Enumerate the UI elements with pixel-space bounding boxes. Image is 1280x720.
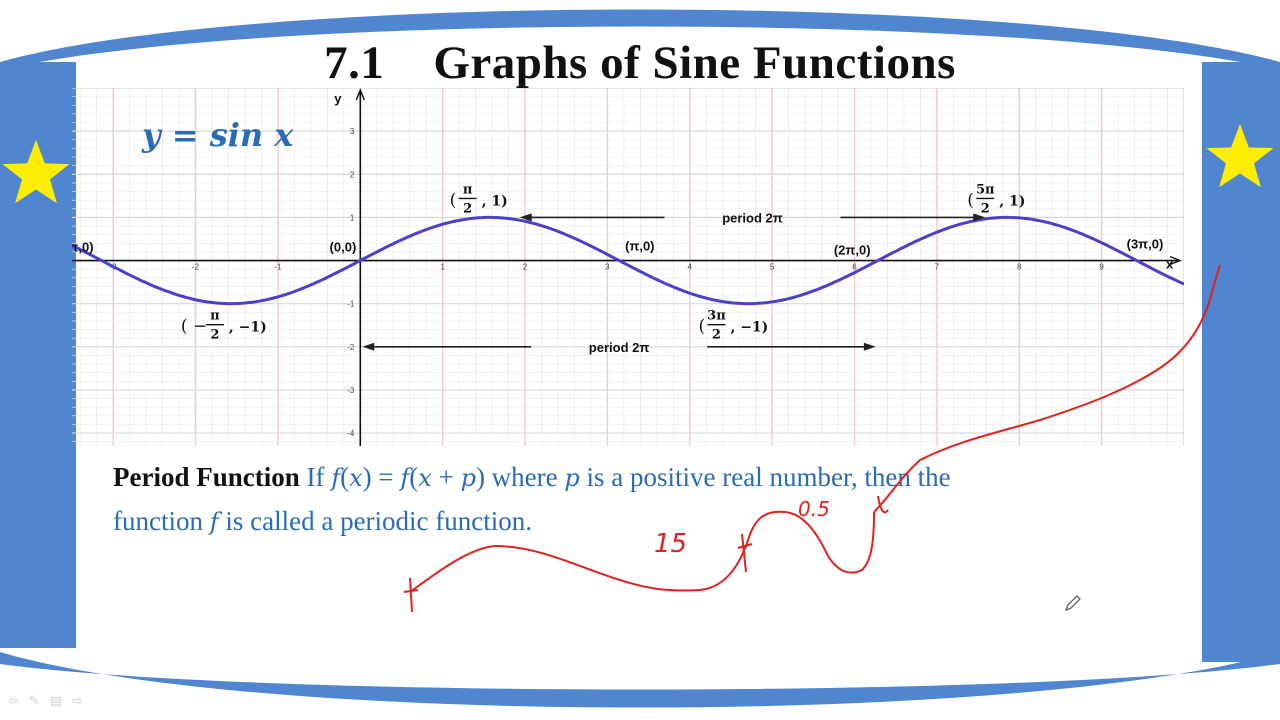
point-label: (3π 2 , −1)	[698, 309, 768, 343]
x-tick-label: 1	[440, 263, 445, 272]
def-text: ) =	[362, 462, 401, 492]
point-label-paren: (	[967, 190, 974, 210]
period-arrow-label: period 2π	[589, 340, 650, 355]
fraction-numerator: π	[210, 309, 220, 324]
next-slide-icon[interactable]: ⇨	[72, 694, 84, 709]
prev-slide-icon[interactable]: ⇦	[8, 694, 19, 709]
fraction-denominator: 2	[463, 201, 472, 216]
series	[72, 215, 1184, 306]
def-text: is called a periodic function.	[218, 506, 533, 536]
def-text: ) where	[475, 462, 565, 492]
annotations: (-π,0)(0,0)(π,0)(2π,0)(3π,0)(π2, 1)(5π2,…	[72, 182, 1163, 342]
period-arrow-head	[362, 342, 375, 351]
zero-label: (2π,0)	[834, 243, 871, 258]
x-tick-label: 4	[688, 263, 693, 272]
definition-line-1: Period Function If f(x) = f(x + p) where…	[113, 462, 951, 493]
y-axis-arrow	[355, 88, 365, 101]
star-icon	[1206, 124, 1274, 188]
def-math: f	[209, 508, 219, 536]
star-icon	[2, 140, 70, 204]
definition-term: Period Function	[113, 462, 300, 492]
y-tick-label: -4	[347, 429, 355, 438]
x-tick-label: 8	[1017, 263, 1022, 272]
definition-line-2: function f is called a periodic function…	[113, 506, 532, 537]
x-tick-label: 3	[605, 263, 610, 272]
fraction-denominator: 2	[981, 201, 990, 216]
def-math: p	[460, 464, 476, 492]
zero-label: (0,0)	[330, 240, 357, 255]
fraction-numerator: 5π	[976, 182, 995, 197]
point-label-paren: ( −	[181, 317, 207, 337]
zero-label: (3π,0)	[1127, 237, 1164, 252]
point-label-value: , −1)	[730, 320, 768, 336]
def-text: is a positive real number, then the	[579, 462, 951, 492]
def-text: function	[113, 506, 210, 536]
period-arrow-label: period 2π	[722, 210, 783, 225]
point-label: ( −π 2 , −1)	[181, 309, 267, 343]
x-axis-label: x	[1166, 257, 1174, 272]
def-math: p	[564, 464, 580, 492]
frame-bottom-arc	[0, 652, 1280, 708]
y-axis-label: y	[334, 91, 342, 106]
def-text: +	[431, 462, 461, 492]
period-arrow-head	[863, 342, 876, 351]
menu-icon[interactable]: ▤	[49, 694, 63, 709]
sine-curve-line	[72, 215, 1184, 306]
def-text: If	[299, 462, 332, 492]
y-tick-label: 2	[350, 170, 355, 179]
def-math: f	[400, 464, 410, 492]
fraction-denominator: 2	[210, 328, 219, 343]
def-math: x	[349, 464, 363, 492]
period-arrow: period 2π	[519, 210, 986, 225]
x-tick-label: 5	[770, 263, 775, 272]
period-arrows: period 2π period 2π	[362, 210, 986, 355]
pen-tool-icon[interactable]: ✎	[28, 694, 40, 709]
presentation-toolbar[interactable]: ⇦ ✎ ▤ ⇨	[8, 694, 83, 709]
point-label-value: , 1)	[999, 193, 1025, 209]
fraction-numerator: π	[463, 182, 473, 197]
zero-label: (π,0)	[625, 239, 654, 254]
y-tick-label: -3	[347, 386, 355, 395]
def-math: f	[331, 464, 341, 492]
point-label-paren: (	[698, 317, 705, 337]
period-arrow-head	[519, 213, 532, 222]
y-tick-label: 1	[350, 213, 355, 222]
x-tick-label: -2	[192, 263, 200, 272]
x-tick-label: -1	[274, 263, 282, 272]
equation-label: y = sin x	[142, 116, 294, 154]
y-tick-label: -1	[347, 300, 355, 309]
x-tick-label: 6	[852, 263, 857, 272]
pen-cursor-icon	[1064, 595, 1081, 612]
point-label-value: , −1)	[229, 320, 267, 336]
fraction-numerator: 3π	[707, 309, 726, 324]
y-tick-label: 3	[350, 127, 355, 136]
period-arrow: period 2π	[362, 340, 876, 355]
frame-top-arc	[0, 9, 1280, 70]
def-text: (	[340, 462, 350, 492]
x-tick-label: 7	[935, 263, 940, 272]
x-axis-arrow	[1169, 255, 1182, 266]
fraction-denominator: 2	[712, 328, 721, 343]
def-text: (	[409, 462, 419, 492]
zero-label: (-π,0)	[72, 240, 94, 255]
x-tick-label: 2	[523, 263, 528, 272]
axes: xy	[72, 88, 1182, 446]
period-arrow-head	[973, 213, 986, 222]
point-label: (5π 2 , 1)	[967, 182, 1025, 216]
point-label-value: , 1)	[482, 193, 508, 209]
point-label-paren: (	[450, 190, 457, 210]
y-tick-label: -2	[347, 343, 355, 352]
point-label: ( π 2 , 1)	[450, 182, 508, 216]
slide-title: 7.1 Graphs of Sine Functions	[324, 37, 956, 89]
def-math: x	[418, 464, 432, 492]
x-tick-label: 9	[1099, 263, 1104, 272]
